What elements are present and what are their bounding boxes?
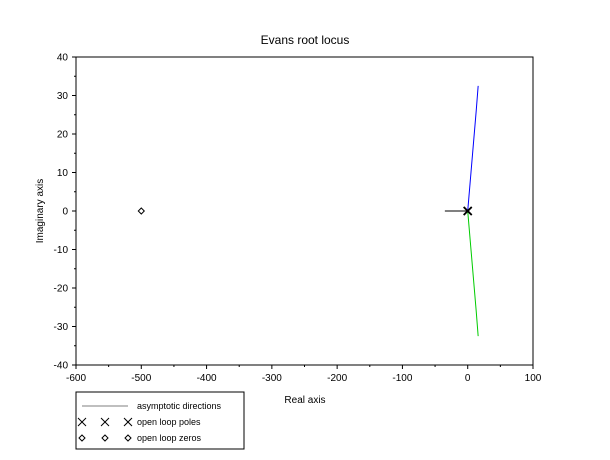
legend-zero-marker [101,434,109,442]
legend-label-poles: open loop poles [137,417,201,427]
y-axis-label: Imaginary axis [35,179,46,243]
legend-pole-marker [123,417,133,427]
y-tick-label: 0 [62,207,68,218]
x-tick-label: 0 [465,373,471,384]
y-tick-label: -10 [54,245,69,256]
y-tick-label: 10 [57,168,69,179]
legend: asymptotic directions open loop poles op… [75,391,245,450]
y-tick-label: 40 [57,53,69,64]
x-tick-label: -100 [392,373,412,384]
x-axis-label: Real axis [284,395,325,406]
y-tick-label: 20 [57,130,69,141]
legend-pole-marker-stroke [123,417,133,427]
x-tick-label: -300 [262,373,282,384]
x-tick-label: -600 [66,373,86,384]
x-axis: -600 -500 -400 -300 -200 -100 0 100 [66,365,542,384]
legend-zero-markers [78,434,132,442]
series-layer [444,85,479,337]
x-tick-label: -400 [197,373,217,384]
marker-layer [137,206,473,216]
open-loop-pole [463,206,473,216]
legend-label-zeros: open loop zeros [137,433,202,443]
y-tick-label: 30 [57,91,69,102]
y-tick-label: -30 [54,322,69,333]
open-loop-zero [137,207,145,215]
locus-branch [467,210,479,337]
legend-label-asymptotic: asymptotic directions [137,401,222,411]
legend-pole-markers [77,417,133,427]
legend-pole-marker-stroke [100,417,110,427]
x-tick-label: -200 [327,373,347,384]
locus-branch [467,85,479,212]
legend-pole-marker [77,417,87,427]
x-tick-label: -500 [131,373,151,384]
x-tick-label: 100 [525,373,542,384]
y-tick-label: -40 [54,361,69,372]
open-loop-pole-stroke [463,206,473,216]
y-axis: -40 -30 -20 -10 0 10 20 30 40 [54,53,76,372]
legend-zero-marker [124,434,132,442]
legend-pole-marker-stroke [77,417,87,427]
y-tick-label: -20 [54,284,69,295]
legend-pole-marker [100,417,110,427]
chart-title: Evans root locus [261,33,350,47]
legend-zero-marker [78,434,86,442]
